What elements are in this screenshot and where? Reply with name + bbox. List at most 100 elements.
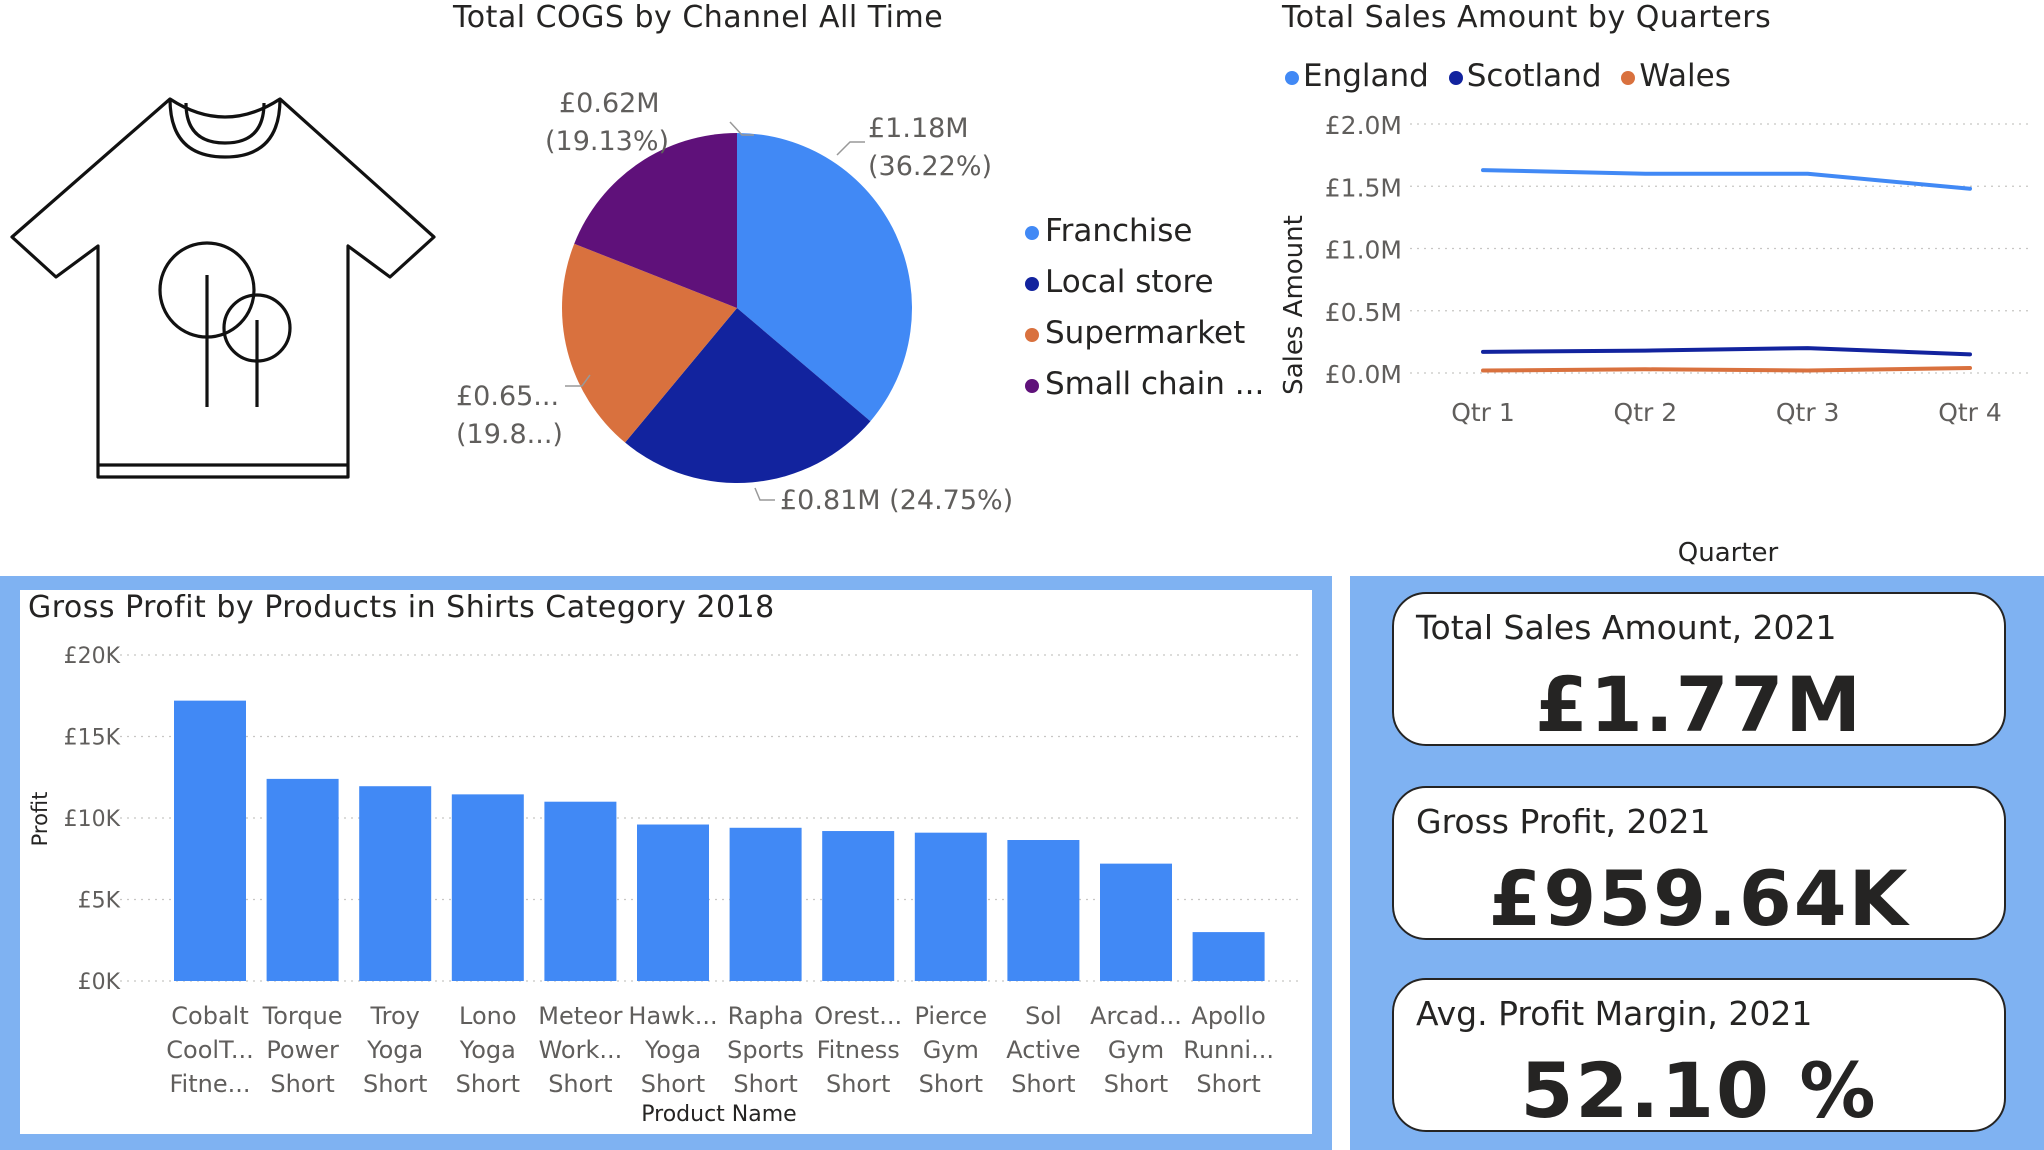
- line-chart-title: Total Sales Amount by Quarters: [1282, 0, 1772, 35]
- line-x-tick-label: Qtr 3: [1776, 398, 1840, 427]
- pie-slice-franchise[interactable]: [737, 133, 912, 422]
- bar-x-tick-label: Short: [1011, 1070, 1075, 1098]
- bar[interactable]: [359, 786, 432, 981]
- bar[interactable]: [822, 831, 895, 981]
- bar-y-tick-label: £0K: [78, 970, 121, 995]
- bar-x-tick-label: Arcad...: [1090, 1002, 1182, 1030]
- bar-x-tick-label: Active: [1006, 1036, 1080, 1064]
- kpi-label: Gross Profit, 2021: [1416, 802, 1711, 841]
- bar-chart-card: Gross Profit by Products in Shirts Categ…: [20, 590, 1312, 1134]
- line-series-wales[interactable]: [1481, 366, 1972, 373]
- kpi-label: Avg. Profit Margin, 2021: [1416, 994, 1813, 1033]
- bar-x-tick-label: Sol: [1025, 1002, 1062, 1030]
- bar-x-tick-label: Torque: [262, 1002, 343, 1030]
- pie-label-supermarket-pct: (19.8...): [456, 419, 563, 450]
- kpi-value: 52.10 %: [1520, 1046, 1878, 1135]
- pie-label-small-chain: £0.62M (19.13%): [545, 85, 669, 161]
- bar-y-tick-label: £5K: [78, 889, 121, 914]
- bar-x-tick-label: Meteor: [538, 1002, 622, 1030]
- pie-legend-supermarket[interactable]: Supermarket: [1025, 315, 1264, 366]
- pie-chart: [562, 133, 912, 483]
- bar[interactable]: [174, 700, 246, 981]
- line-y-axis-label: Sales Amount: [1279, 215, 1309, 395]
- bar-y-tick-label: £10K: [64, 807, 121, 832]
- bar-x-tick-label: Hawk...: [628, 1002, 717, 1030]
- bar[interactable]: [266, 778, 339, 981]
- pie-leader-lines: [565, 121, 865, 501]
- bar-x-tick-label: Orest...: [814, 1002, 902, 1030]
- pie-slice-small-chain[interactable]: [574, 133, 737, 308]
- bar-y-tick-label: £20K: [64, 644, 121, 669]
- pie-slice-local-store[interactable]: [625, 308, 871, 483]
- pie-legend-local-store[interactable]: Local store: [1025, 264, 1264, 315]
- pie-legend-small-chain[interactable]: Small chain ...: [1025, 366, 1264, 417]
- line-y-tick-label: £0.0M: [1325, 360, 1402, 389]
- bar-x-tick-label: Troy: [370, 1002, 420, 1030]
- bar[interactable]: [729, 827, 802, 981]
- pie-label-local-store: £0.81M (24.75%): [780, 485, 1014, 516]
- bar[interactable]: [1100, 863, 1172, 981]
- line-x-tick-label: Qtr 2: [1614, 398, 1678, 427]
- pie-label-franchise-pct: (36.22%): [868, 151, 993, 182]
- kpi-card-gross-profit: Gross Profit, 2021 £959.64K: [1392, 786, 2006, 943]
- line-y-tick-label: £0.5M: [1325, 298, 1402, 327]
- bar-x-tick-label: CoolT...: [166, 1036, 254, 1064]
- bar-x-tick-label: Short: [1104, 1070, 1168, 1098]
- bar-x-tick-label: Short: [548, 1070, 612, 1098]
- line-y-tick-label: £2.0M: [1325, 111, 1402, 140]
- line-legend-label: Wales: [1639, 58, 1731, 94]
- bar-x-tick-label: Pierce: [914, 1002, 987, 1030]
- bar[interactable]: [914, 832, 987, 981]
- bar[interactable]: [637, 824, 709, 981]
- pie-label-small-chain-value: £0.62M: [559, 88, 660, 119]
- bar[interactable]: [1192, 932, 1265, 981]
- bar-x-tick-label: Yoga: [366, 1036, 423, 1064]
- line-x-tick-label: Qtr 4: [1938, 398, 2002, 427]
- line-legend-wales[interactable]: Wales: [1621, 58, 1731, 94]
- pie-slice-supermarket[interactable]: [562, 243, 737, 443]
- kpi-label: Total Sales Amount, 2021: [1416, 608, 1837, 647]
- bar[interactable]: [1007, 840, 1080, 981]
- bar-x-axis-label: Product Name: [641, 1102, 796, 1127]
- kpi-value: £959.64K: [1488, 854, 1910, 943]
- t-shirt-with-trees-icon: [10, 97, 436, 479]
- bar-x-tick-label: Sports: [727, 1036, 804, 1064]
- line-series-scotland[interactable]: [1481, 346, 1972, 357]
- kpi-value: £1.77M: [1534, 660, 1864, 749]
- bar-x-tick-label: Apollo: [1191, 1002, 1265, 1030]
- bar-x-tick-label: Work...: [539, 1036, 623, 1064]
- line-series-england[interactable]: [1481, 168, 1972, 191]
- line-legend: England Scotland Wales: [1285, 58, 1731, 94]
- bar-x-tick-label: Short: [826, 1070, 890, 1098]
- kpi-card-avg-profit-margin: Avg. Profit Margin, 2021 52.10 %: [1392, 978, 2006, 1135]
- pie-chart-title: Total COGS by Channel All Time: [453, 0, 944, 35]
- bar-x-tick-label: Yoga: [644, 1036, 701, 1064]
- bar-chart: £0K £5K £10K £15K £20K Cobalt CoolT... Fitne..…: [28, 644, 1300, 1127]
- bar-x-tick-label: Rapha: [728, 1002, 804, 1030]
- bar-x-tick-label: Runni...: [1183, 1036, 1274, 1064]
- pie-legend-label: Small chain ...: [1045, 366, 1265, 402]
- pie-legend-franchise[interactable]: Franchise: [1025, 213, 1264, 264]
- bar-x-tick-label: Short: [919, 1070, 983, 1098]
- bar-x-tick-label: Short: [363, 1070, 427, 1098]
- line-legend-label: Scotland: [1466, 58, 1602, 94]
- legend-dot-icon: [1025, 327, 1039, 342]
- kpi-card-total-sales: Total Sales Amount, 2021 £1.77M: [1392, 592, 2006, 749]
- line-chart: £0.0M £0.5M £1.0M £1.5M £2.0M Qtr 1 Qtr 2 Qtr …: [1279, 111, 2030, 568]
- bar[interactable]: [544, 801, 617, 981]
- pie-label-supermarket: £0.65... (19.8...): [456, 378, 563, 454]
- bar[interactable]: [451, 794, 524, 981]
- bar-x-tick-label: Yoga: [459, 1036, 516, 1064]
- bar-x-tick-label: Short: [1196, 1070, 1260, 1098]
- line-legend-scotland[interactable]: Scotland: [1448, 58, 1612, 94]
- bar-x-tick-label: Fitness: [817, 1036, 900, 1064]
- line-legend-label: England: [1303, 58, 1429, 94]
- line-legend-england[interactable]: England: [1285, 58, 1439, 94]
- pie-label-supermarket-value: £0.65...: [456, 381, 560, 412]
- bar-x-tick-label: Short: [456, 1070, 520, 1098]
- bar-x-tick-label: Short: [641, 1070, 705, 1098]
- bar-x-tick-label: Lono: [459, 1002, 517, 1030]
- pie-legend-label: Local store: [1045, 264, 1214, 300]
- bar-x-tick-label: Short: [733, 1070, 797, 1098]
- pie-legend-label: Supermarket: [1045, 315, 1246, 351]
